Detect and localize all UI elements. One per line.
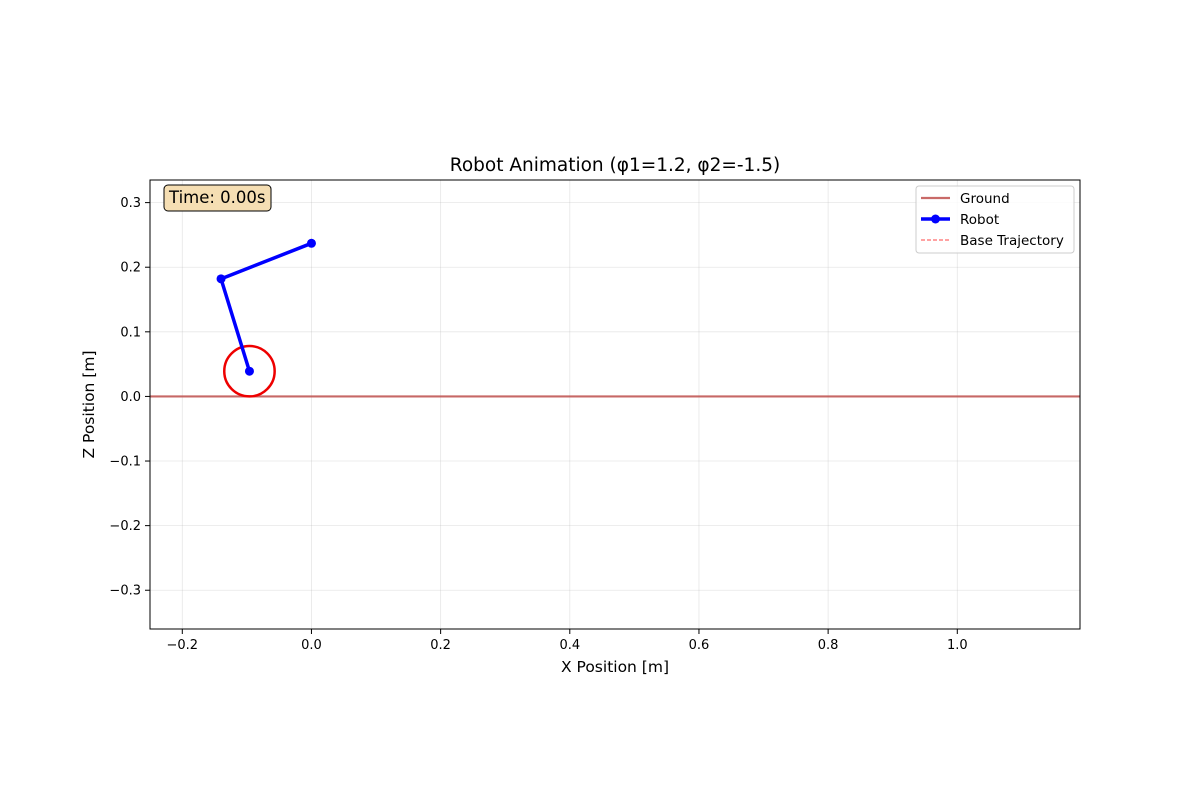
robot-joint	[244, 366, 254, 376]
x-tick-label: 0.4	[559, 638, 580, 653]
x-tick-label: 0.0	[301, 638, 322, 653]
legend-label: Ground	[960, 191, 1010, 207]
y-tick-label: 0.3	[120, 196, 141, 211]
y-tick-label: −0.3	[109, 584, 141, 599]
x-tick-label: 1.0	[947, 638, 968, 653]
y-axis-label: Z Position [m]	[80, 350, 98, 458]
time-text: Time: 0.00s	[168, 188, 266, 207]
wheel-circle	[223, 344, 276, 398]
axis-ticks: −0.2 0.0 0.2 0.4 0.6 0.8 1.0 −0.3 −0.2 −0.1 0.0 0.1…	[109, 196, 967, 653]
plot-data	[150, 238, 1080, 398]
x-tick-label: 0.6	[689, 638, 710, 653]
chart-title: Robot Animation (φ1=1.2, φ2=-1.5)	[450, 155, 780, 176]
x-tick-label: −0.2	[167, 638, 199, 653]
robot-joint	[216, 274, 226, 284]
legend-box	[915, 185, 1075, 254]
y-tick-label: 0.1	[120, 325, 141, 340]
x-tick-label: 0.8	[818, 638, 839, 653]
robot-joint	[306, 238, 316, 248]
legend-marker-robot	[931, 214, 940, 224]
legend-label: Base Trajectory	[960, 233, 1064, 249]
y-tick-label: −0.2	[109, 519, 141, 534]
time-annotation: Time: 0.00s	[163, 184, 272, 212]
y-tick-label: 0.0	[120, 390, 141, 405]
time-annotation-box	[163, 184, 272, 212]
plot-frame	[149, 179, 1081, 630]
x-axis-label: X Position [m]	[561, 658, 669, 676]
y-tick-label: −0.1	[109, 455, 141, 470]
legend-label: Robot	[960, 212, 999, 228]
x-tick-label: 0.2	[430, 638, 451, 653]
y-tick-label: 0.2	[120, 261, 141, 276]
legend: Ground Robot Base Trajectory	[915, 185, 1075, 254]
